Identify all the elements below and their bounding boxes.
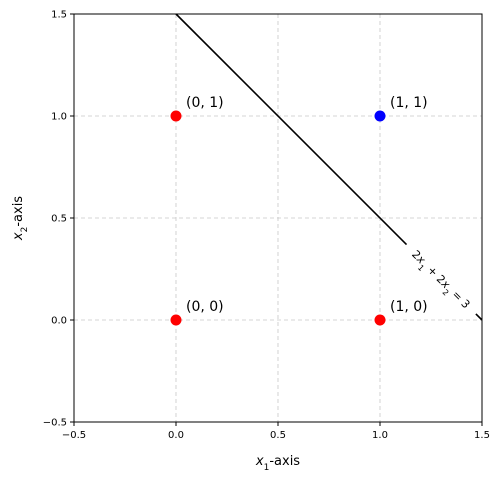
x-axis-label-suffix: -axis bbox=[269, 454, 300, 469]
points: (0, 0) (0, 1) (1, 0) (1, 1) bbox=[170, 95, 428, 326]
x-tick-label: 1.0 bbox=[372, 430, 388, 441]
point-label: (1, 1) bbox=[390, 95, 428, 111]
y-tick-label: 1.0 bbox=[51, 112, 67, 123]
x-tick-label: 0.0 bbox=[168, 430, 184, 441]
y-axis-label-var: x bbox=[11, 232, 26, 241]
y-axis-label-sub: 2 bbox=[20, 227, 30, 233]
y-tick-label: 0.0 bbox=[51, 316, 67, 327]
x-tick-label: −0.5 bbox=[62, 430, 86, 441]
data-point bbox=[170, 110, 182, 122]
data-point bbox=[374, 110, 386, 122]
x-tick-label: 0.5 bbox=[270, 430, 286, 441]
decision-line-group: 2x1 + 2x2 = 3 bbox=[175, 13, 483, 321]
x-axis-label-sub: 1 bbox=[264, 463, 270, 473]
point-label: (0, 1) bbox=[186, 95, 224, 111]
decision-line-label-part: 1 bbox=[416, 263, 426, 273]
plot-frame bbox=[73, 13, 483, 423]
data-point bbox=[374, 314, 386, 326]
y-tick-label: −0.5 bbox=[43, 418, 67, 429]
x-tick-label: 1.5 bbox=[474, 430, 490, 441]
decision-line bbox=[175, 13, 408, 246]
ticks: −0.5 0.0 0.5 1.0 1.5 −0.5 0.0 0.5 1.0 1.5 bbox=[43, 10, 490, 442]
decision-line-label-part: = 3 bbox=[447, 286, 473, 312]
decision-line-tail bbox=[475, 313, 483, 321]
y-tick-label: 0.5 bbox=[51, 214, 67, 225]
y-axis-label: x2-axis bbox=[11, 196, 30, 241]
data-point bbox=[170, 314, 182, 326]
point-label: (0, 0) bbox=[186, 299, 224, 315]
x-axis-label: x1-axis bbox=[255, 454, 300, 473]
decision-line-label-part: 2 bbox=[441, 287, 451, 297]
grid bbox=[73, 13, 483, 423]
x-axis-label-var: x bbox=[255, 454, 264, 469]
point-label: (1, 0) bbox=[390, 299, 428, 315]
y-axis-label-suffix: -axis bbox=[11, 196, 26, 227]
y-tick-label: 1.5 bbox=[51, 10, 67, 21]
